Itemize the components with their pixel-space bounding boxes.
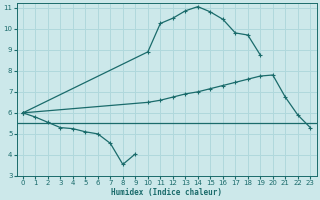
X-axis label: Humidex (Indice chaleur): Humidex (Indice chaleur) [111,188,222,197]
